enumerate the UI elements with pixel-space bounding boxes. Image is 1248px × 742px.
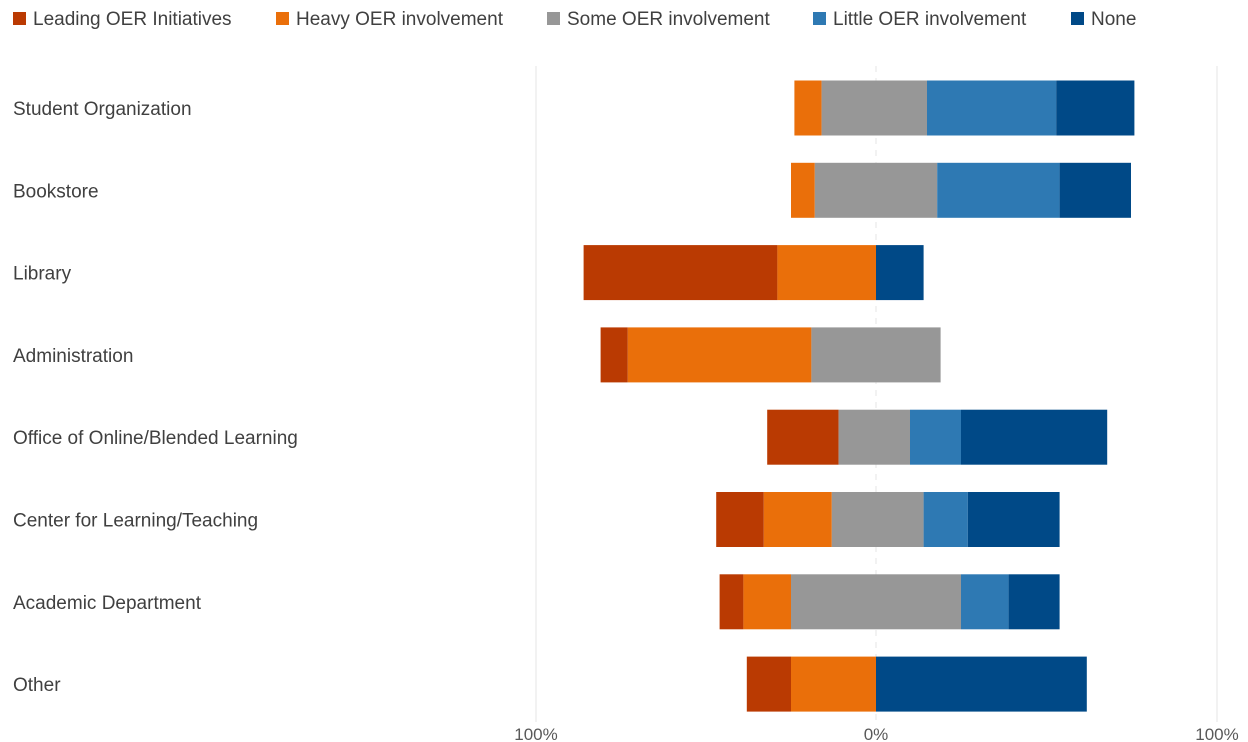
bar-segment-some-oer-involvement [821, 80, 927, 136]
bar-segment-leading-oer-initiatives [583, 245, 778, 301]
bar-segment-little-oer-involvement [923, 492, 968, 547]
bar-segment-some-oer-involvement [831, 492, 924, 547]
legend-label: Some OER involvement [567, 9, 770, 30]
bar-segment-leading-oer-initiatives [719, 574, 744, 630]
category-label: Administration [13, 346, 133, 367]
x-tick-label: 0% [864, 725, 889, 742]
legend-swatch [547, 12, 560, 25]
legend-item-none: None [1071, 9, 1136, 30]
legend-item-little-oer-involvement: Little OER involvement [813, 9, 1027, 30]
bar-segment-none [876, 656, 1087, 712]
legend-label: Leading OER Initiatives [33, 9, 232, 30]
legend-swatch [813, 12, 826, 25]
legend-item-some-oer-involvement: Some OER involvement [547, 9, 770, 30]
bar-segment-heavy-oer-involvement [763, 492, 832, 547]
legend-item-heavy-oer-involvement: Heavy OER involvement [276, 9, 504, 30]
bar-segment-heavy-oer-involvement [794, 80, 822, 136]
x-tick-label: 100% [514, 725, 557, 742]
bar-row-center-for-learning-teaching [716, 492, 1060, 547]
bar-segment-some-oer-involvement [838, 409, 910, 465]
bar-segment-none [961, 409, 1108, 465]
bars [583, 80, 1135, 712]
legend-swatch [1071, 12, 1084, 25]
bar-segment-little-oer-involvement [927, 80, 1057, 136]
legend-item-leading-oer-initiatives: Leading OER Initiatives [13, 9, 232, 30]
category-labels: Student Organization Bookstore Library Admi… [13, 99, 298, 696]
bar-row-academic-department [719, 574, 1060, 630]
bar-segment-heavy-oer-involvement [627, 327, 812, 383]
bar-segment-leading-oer-initiatives [746, 656, 791, 712]
bar-row-other [746, 656, 1087, 712]
category-label: Office of Online/Blended Learning [13, 428, 298, 449]
bar-segment-leading-oer-initiatives [716, 492, 764, 547]
bar-segment-some-oer-involvement [814, 162, 938, 218]
bar-segment-none [967, 492, 1060, 547]
bar-segment-leading-oer-initiatives [600, 327, 628, 383]
legend-label: Heavy OER involvement [296, 9, 504, 30]
bar-segment-little-oer-involvement [961, 574, 1009, 630]
bar-row-bookstore [791, 162, 1131, 218]
legend-swatch [276, 12, 289, 25]
bar-row-office-of-online-blended-learning [767, 409, 1108, 465]
bar-segment-heavy-oer-involvement [791, 656, 876, 712]
bar-segment-leading-oer-initiatives [767, 409, 839, 465]
legend-label: None [1091, 9, 1136, 30]
bar-segment-none [1056, 80, 1135, 136]
bar-segment-heavy-oer-involvement [791, 162, 815, 218]
legend-swatch [13, 12, 26, 25]
bar-row-student-organization [794, 80, 1135, 136]
legend: Leading OER Initiatives Heavy OER involve… [13, 9, 1136, 30]
bar-segment-none [876, 245, 924, 301]
bar-segment-none [1059, 162, 1131, 218]
category-label: Center for Learning/Teaching [13, 511, 258, 532]
bar-segment-heavy-oer-involvement [743, 574, 791, 630]
x-axis-ticks: 100% 0% 100% [514, 725, 1238, 742]
bar-segment-little-oer-involvement [910, 409, 961, 465]
category-label: Other [13, 675, 61, 696]
category-label: Bookstore [13, 181, 99, 202]
category-label: Student Organization [13, 99, 192, 120]
category-label: Library [13, 264, 72, 285]
bar-segment-some-oer-involvement [791, 574, 961, 630]
bar-segment-some-oer-involvement [811, 327, 941, 383]
x-tick-label: 100% [1195, 725, 1238, 742]
bar-segment-none [1008, 574, 1060, 630]
bar-row-library [583, 245, 924, 301]
bar-segment-heavy-oer-involvement [777, 245, 876, 301]
legend-label: Little OER involvement [833, 9, 1027, 30]
bar-row-administration [600, 327, 941, 383]
category-label: Academic Department [13, 593, 202, 614]
bar-segment-little-oer-involvement [937, 162, 1060, 218]
